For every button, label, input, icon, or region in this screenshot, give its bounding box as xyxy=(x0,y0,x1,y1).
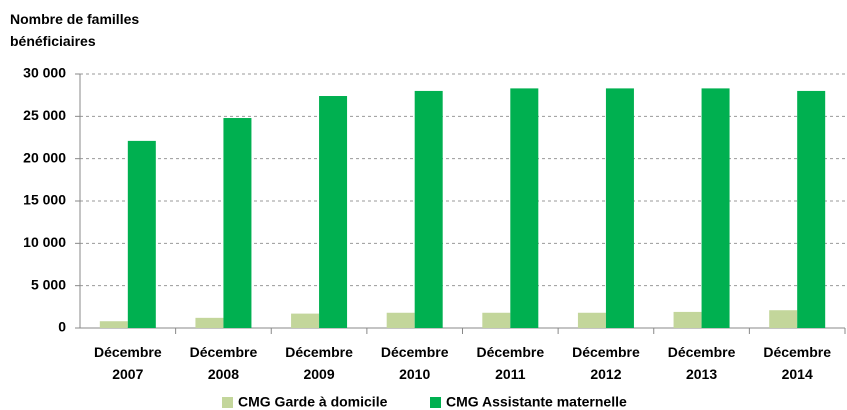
bar xyxy=(510,88,539,328)
bar xyxy=(319,96,348,328)
y-tick-label: 25 000 xyxy=(23,107,66,123)
x-tick-label: Décembre 2013 xyxy=(668,344,736,382)
x-tick-label: Décembre 2008 xyxy=(190,344,258,382)
x-tick-label: Décembre 2010 xyxy=(381,344,449,382)
bar xyxy=(291,313,320,328)
y-tick-label: 15 000 xyxy=(23,192,66,208)
x-tick-label: Décembre 2012 xyxy=(572,344,640,382)
bar xyxy=(223,118,252,328)
bar xyxy=(673,311,702,328)
bar xyxy=(769,310,798,328)
legend-swatch xyxy=(222,397,233,408)
x-tick-label: Décembre 2009 xyxy=(285,344,353,382)
y-tick-label: 0 xyxy=(58,319,66,335)
y-tick-label: 10 000 xyxy=(23,234,66,250)
bar xyxy=(797,90,826,328)
y-tick-label: 30 000 xyxy=(23,65,66,81)
bar xyxy=(127,140,156,328)
bar xyxy=(386,312,415,328)
bar xyxy=(414,90,443,328)
chart-title: Nombre de familles bénéficiaires xyxy=(10,11,139,49)
bar xyxy=(99,321,128,328)
bar xyxy=(605,88,634,328)
y-tick-label: 20 000 xyxy=(23,149,66,165)
legend-swatch xyxy=(430,397,441,408)
y-tick-label: 5 000 xyxy=(31,276,66,292)
bar xyxy=(195,317,224,328)
x-tick-label: Décembre 2014 xyxy=(763,344,831,382)
x-tick-label: Décembre 2007 xyxy=(94,344,162,382)
bar xyxy=(701,88,730,328)
bar xyxy=(482,312,511,328)
legend-label: CMG Assistante maternelle xyxy=(446,394,627,410)
legend-label: CMG Garde à domicile xyxy=(238,394,388,410)
x-tick-label: Décembre 2011 xyxy=(476,344,544,382)
bar xyxy=(577,312,606,328)
